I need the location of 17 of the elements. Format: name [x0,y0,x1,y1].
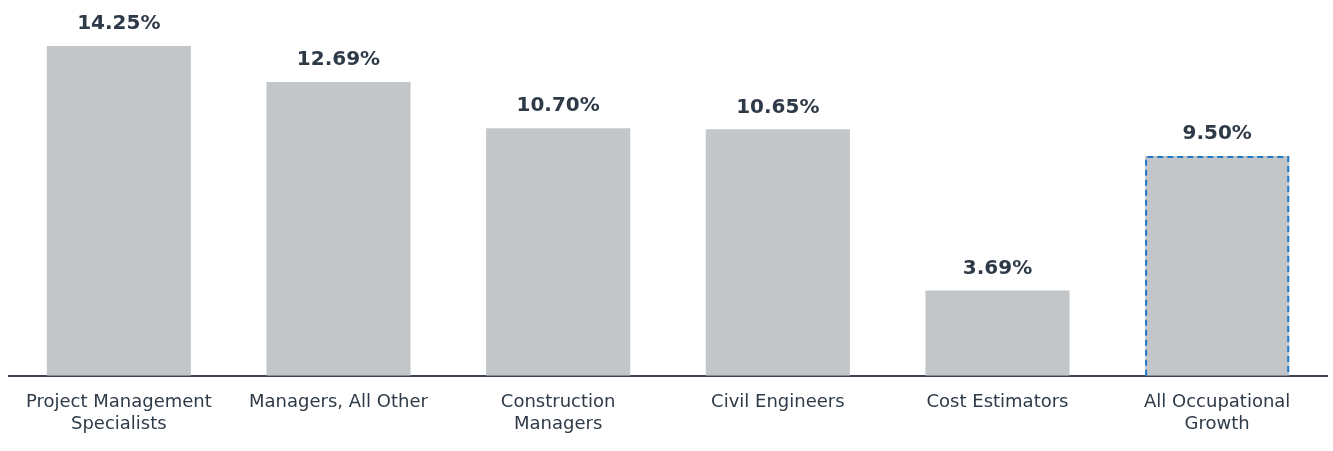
data-label: 10.65% [736,93,820,118]
x-tick-label: Cost Estimators [926,390,1069,412]
data-label: 10.70% [516,92,600,117]
bar [486,128,631,376]
bar [705,129,850,376]
x-tick-label: Civil Engineers [711,390,845,412]
bar [266,82,411,376]
data-label: 9.50% [1182,120,1252,145]
data-label: 14.25% [77,10,161,35]
x-tick-label: All Occupational Growth [1143,390,1291,433]
x-tick-label: Project Management Specialists [25,390,212,433]
bar [46,46,191,376]
x-tick-label: Managers, All Other [249,390,429,412]
data-label: 12.69% [296,46,381,71]
data-label: 3.69% [962,254,1033,279]
bar [925,290,1070,376]
x-tick-label: Construction Managers [500,390,616,433]
